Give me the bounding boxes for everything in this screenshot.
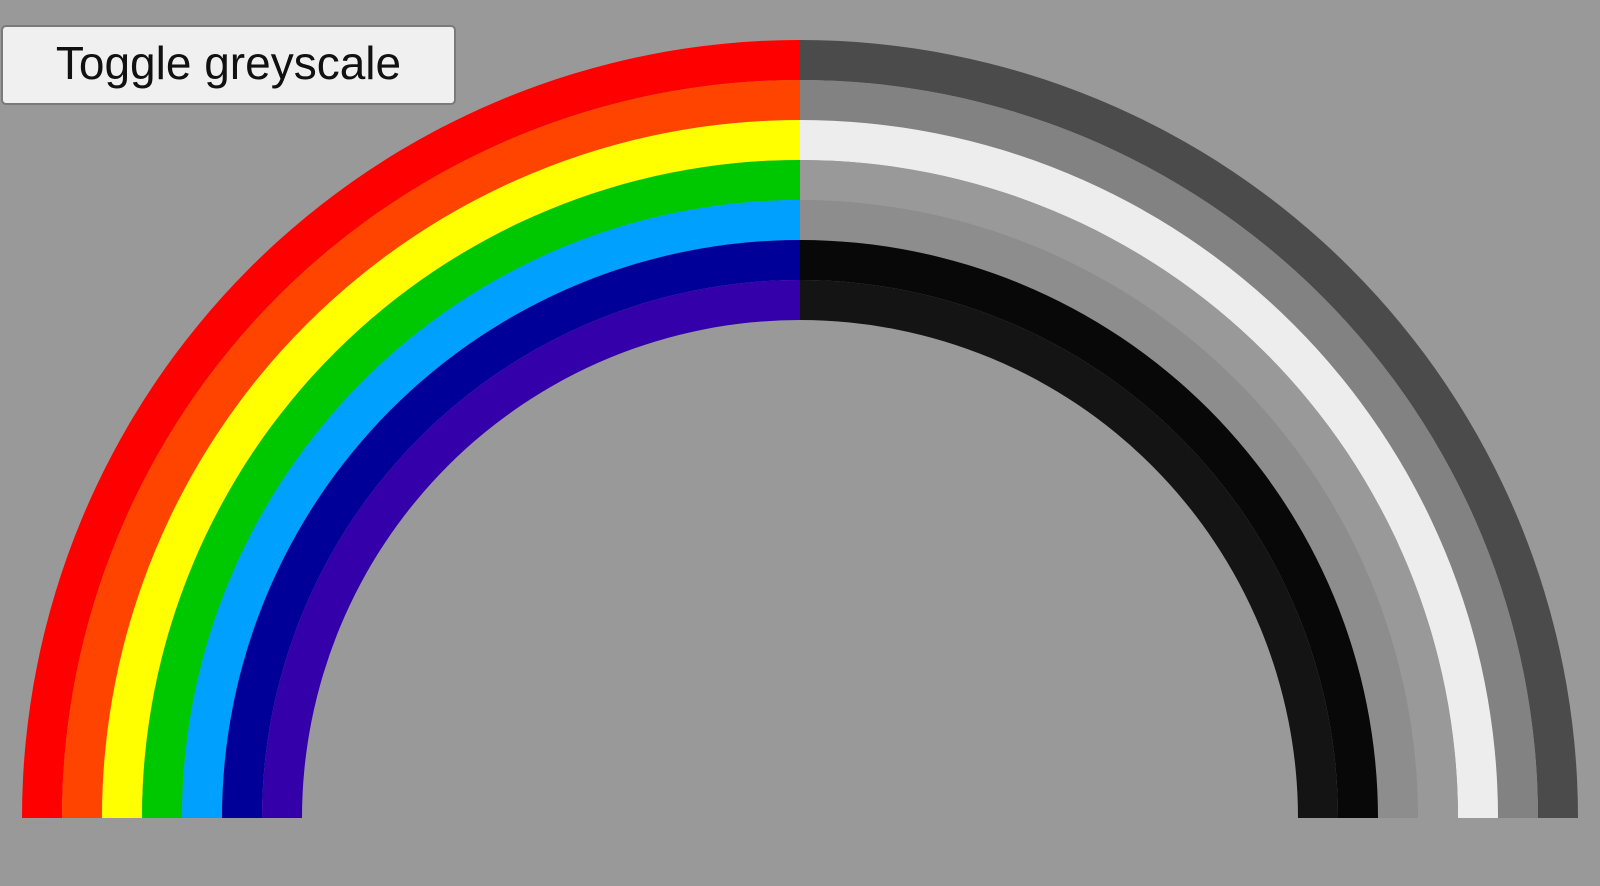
rainbow-band-indigo-left [222, 240, 800, 818]
rainbow-right-half [800, 40, 1578, 818]
rainbow-band-violet-right-grey [800, 280, 1338, 818]
rainbow-band-yellow-right-grey [800, 120, 1498, 818]
rainbow-band-blue-right-grey [800, 200, 1418, 818]
rainbow-band-green-left [142, 160, 800, 818]
rainbow-band-yellow-left [102, 120, 800, 818]
rainbow-band-indigo-right-grey [800, 240, 1378, 818]
rainbow-left-half [22, 40, 800, 818]
rainbow-band-blue-left [182, 200, 800, 818]
toggle-greyscale-button[interactable]: Toggle greyscale [1, 25, 456, 105]
rainbow-band-violet-left [262, 280, 800, 818]
rainbow-band-green-right-grey [800, 160, 1458, 818]
